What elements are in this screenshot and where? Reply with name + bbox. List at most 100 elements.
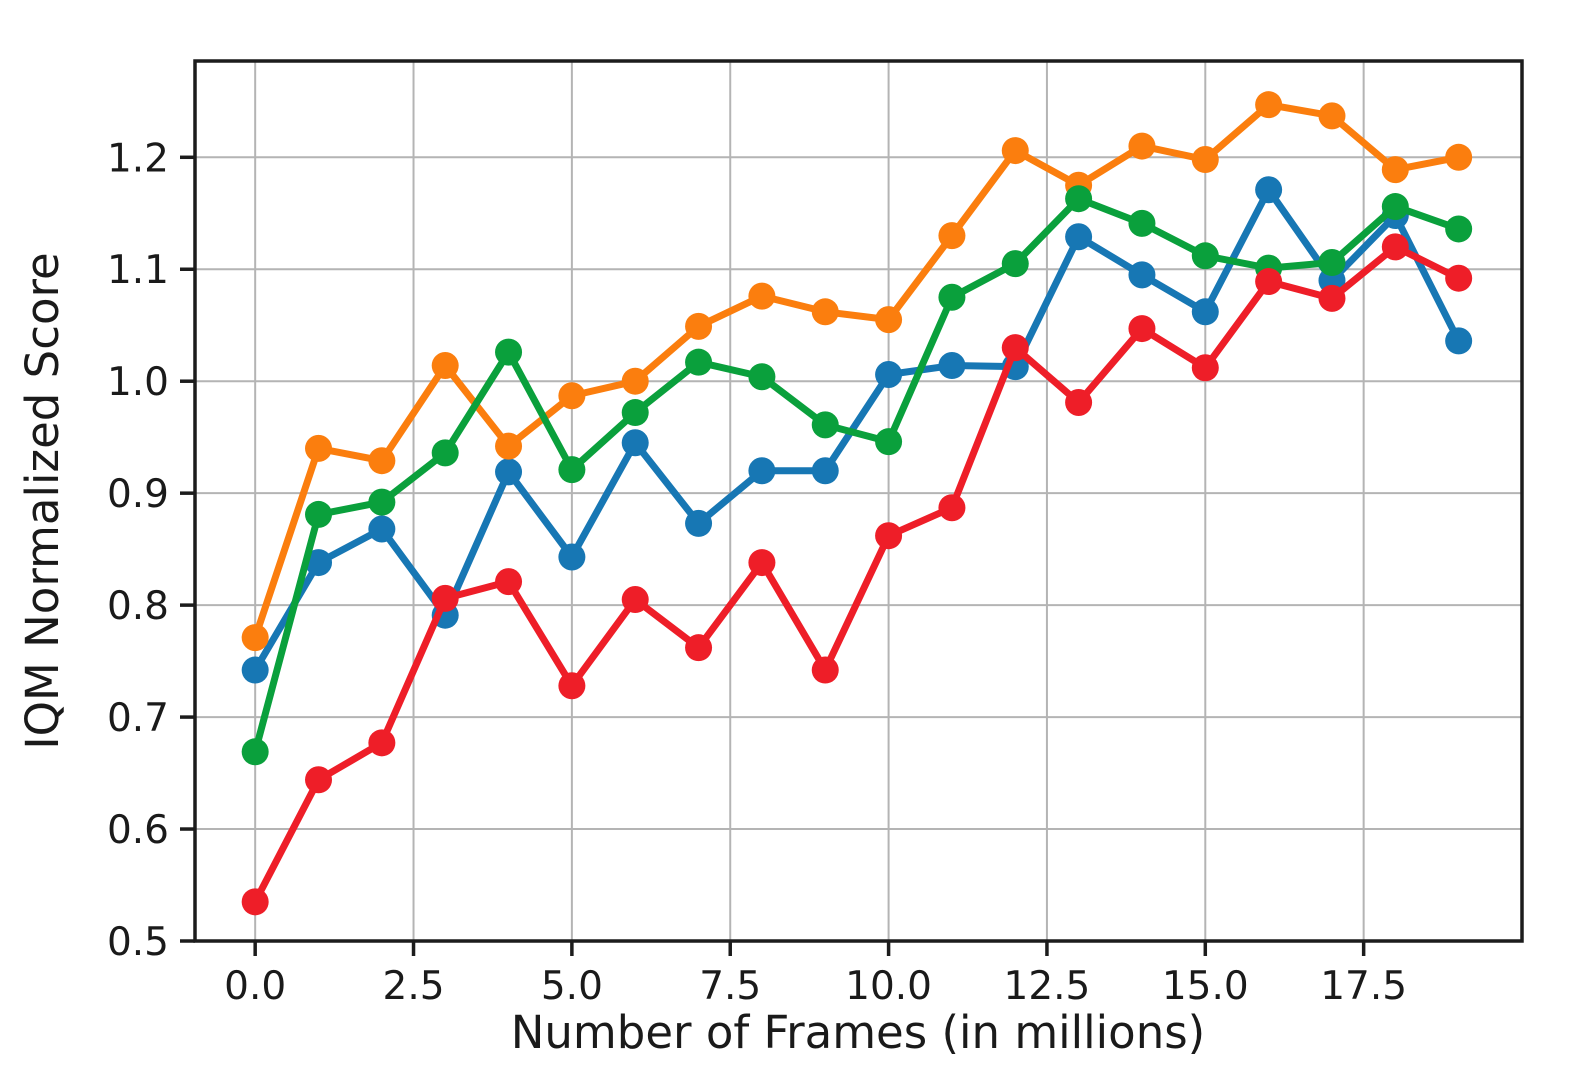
data-point-green <box>368 488 396 516</box>
data-point-red <box>1001 334 1029 362</box>
data-point-orange <box>1255 91 1283 119</box>
data-point-orange <box>875 306 903 334</box>
data-point-green <box>1065 185 1093 213</box>
y-tick-label: 1.2 <box>107 136 169 181</box>
data-point-blue <box>1128 261 1156 289</box>
data-point-green <box>1001 250 1029 278</box>
plot-frame <box>193 59 1524 943</box>
data-point-green <box>1381 193 1409 221</box>
data-point-blue <box>875 360 903 388</box>
data-point-orange <box>811 298 839 326</box>
x-axis-title: Number of Frames (in millions) <box>511 1006 1206 1059</box>
data-point-red <box>368 729 396 757</box>
data-point-red <box>241 888 269 916</box>
x-tick-label: 5.0 <box>541 964 603 1009</box>
data-point-blue <box>305 549 333 577</box>
data-point-blue <box>241 656 269 684</box>
data-point-green <box>241 738 269 766</box>
x-tick-label: 15.0 <box>1162 964 1249 1009</box>
data-point-red <box>811 656 839 684</box>
data-point-green <box>1128 209 1156 237</box>
y-tick-label: 0.9 <box>107 472 169 517</box>
data-point-red <box>685 634 713 662</box>
data-point-green <box>495 338 523 366</box>
data-point-green <box>811 411 839 439</box>
data-point-blue <box>1255 176 1283 204</box>
data-point-orange <box>558 382 586 410</box>
data-point-red <box>875 522 903 550</box>
x-tick-label: 17.5 <box>1320 964 1407 1009</box>
data-point-red <box>748 549 776 577</box>
data-point-blue <box>748 457 776 485</box>
data-point-green <box>938 283 966 311</box>
data-point-green <box>875 428 903 456</box>
data-point-orange <box>431 352 459 380</box>
y-tick-label: 0.6 <box>107 808 169 853</box>
data-point-red <box>1128 315 1156 343</box>
grid-layer <box>195 61 1522 942</box>
data-point-orange <box>305 434 333 462</box>
tick-layer: 0.0 2.5 5.0 7.5 10.0 12.5 15.0 17.5 0.5 0.6 0.7 0.8… <box>107 136 1407 1009</box>
data-point-orange <box>1445 143 1473 171</box>
data-point-blue <box>938 352 966 380</box>
data-point-red <box>1381 233 1409 261</box>
data-point-red <box>558 672 586 700</box>
data-point-blue <box>811 457 839 485</box>
data-point-orange <box>495 432 523 460</box>
data-point-orange <box>748 282 776 310</box>
data-point-red <box>305 766 333 794</box>
data-point-green <box>558 456 586 484</box>
data-point-green <box>748 363 776 391</box>
data-point-blue <box>1065 223 1093 251</box>
data-point-green <box>621 399 649 427</box>
data-point-blue <box>368 515 396 543</box>
data-point-orange <box>621 367 649 395</box>
x-tick-label: 2.5 <box>383 964 445 1009</box>
frame-layer <box>193 59 1524 943</box>
x-tick-label: 0.0 <box>224 964 286 1009</box>
data-point-orange <box>685 312 713 340</box>
data-point-green <box>305 500 333 528</box>
data-point-green <box>1445 215 1473 243</box>
series-line-orange <box>251 101 1463 642</box>
data-point-green <box>1191 242 1219 270</box>
series-line-red <box>251 243 1463 906</box>
data-point-orange <box>938 222 966 250</box>
data-point-orange <box>1381 156 1409 184</box>
data-point-blue <box>558 543 586 571</box>
series-layer <box>241 91 1473 916</box>
data-point-orange <box>1128 132 1156 160</box>
y-tick-label: 0.5 <box>107 920 169 965</box>
data-point-green <box>685 348 713 376</box>
y-tick-label: 1.0 <box>107 360 169 405</box>
data-point-red <box>938 494 966 522</box>
data-point-red <box>1065 388 1093 416</box>
data-point-blue <box>621 429 649 457</box>
data-point-orange <box>1318 102 1346 130</box>
y-tick-label: 0.7 <box>107 696 169 741</box>
data-point-red <box>431 584 459 612</box>
y-tick-label: 0.8 <box>107 584 169 629</box>
data-point-orange <box>368 447 396 475</box>
data-point-blue <box>1445 327 1473 355</box>
x-tick-label: 12.5 <box>1004 964 1091 1009</box>
data-point-blue <box>495 458 523 486</box>
data-point-red <box>1445 264 1473 292</box>
data-point-red <box>1255 268 1283 296</box>
data-point-orange <box>241 624 269 652</box>
data-point-orange <box>1191 146 1219 174</box>
data-point-red <box>1191 354 1219 382</box>
data-point-green <box>1318 249 1346 277</box>
data-point-green <box>431 439 459 467</box>
y-tick-label: 1.1 <box>107 248 169 293</box>
data-point-blue <box>685 509 713 537</box>
data-point-red <box>621 586 649 614</box>
data-point-red <box>495 568 523 596</box>
data-point-red <box>1318 284 1346 312</box>
x-tick-label: 10.0 <box>845 964 932 1009</box>
x-tick-label: 7.5 <box>699 964 761 1009</box>
data-point-blue <box>1191 298 1219 326</box>
data-point-orange <box>1001 137 1029 165</box>
